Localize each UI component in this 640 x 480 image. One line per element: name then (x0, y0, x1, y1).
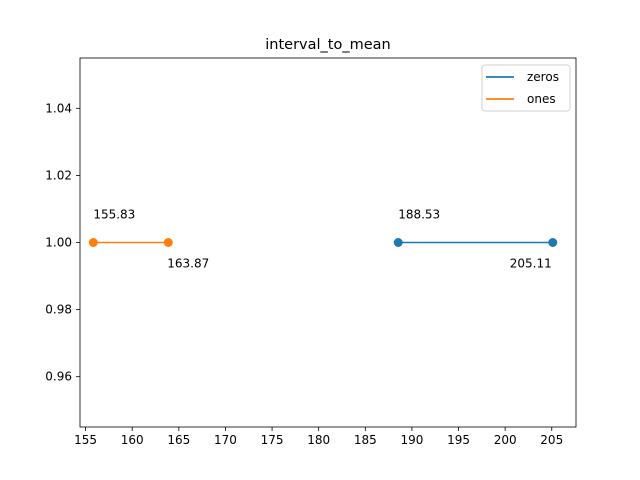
series-ones: 155.83 163.87 (88, 208, 209, 271)
chart-title: interval_to_mean (265, 37, 390, 53)
y-tick-label: 0.98 (45, 303, 72, 317)
data-point (548, 238, 558, 247)
data-label: 155.83 (93, 208, 135, 222)
x-axis: 155 160 165 170 175 180 185 190 195 200 205 (74, 427, 563, 447)
x-tick-label: 160 (121, 433, 144, 447)
x-tick-label: 155 (74, 433, 97, 447)
x-tick-label: 175 (261, 433, 284, 447)
data-point (88, 238, 98, 247)
x-tick-label: 190 (400, 433, 423, 447)
y-tick-label: 1.04 (45, 101, 72, 115)
x-tick-label: 195 (447, 433, 470, 447)
x-tick-label: 180 (307, 433, 330, 447)
x-tick-label: 170 (214, 433, 237, 447)
data-point (163, 238, 173, 247)
legend-label-ones: ones (527, 92, 556, 106)
legend: zeros ones (481, 64, 571, 112)
y-tick-label: 0.96 (45, 370, 72, 384)
y-axis: 0.96 0.98 1.00 1.02 1.04 (45, 101, 80, 384)
data-point (393, 238, 403, 247)
data-label: 188.53 (398, 208, 440, 222)
x-tick-label: 165 (167, 433, 190, 447)
legend-label-zeros: zeros (527, 70, 559, 84)
data-label: 205.11 (510, 257, 552, 271)
x-tick-label: 185 (354, 433, 377, 447)
data-label: 163.87 (167, 257, 209, 271)
y-tick-label: 1.02 (45, 168, 72, 182)
x-tick-label: 205 (540, 433, 563, 447)
series-zeros: 188.53 205.11 (393, 208, 558, 271)
y-tick-label: 1.00 (45, 236, 72, 250)
x-tick-label: 200 (494, 433, 517, 447)
